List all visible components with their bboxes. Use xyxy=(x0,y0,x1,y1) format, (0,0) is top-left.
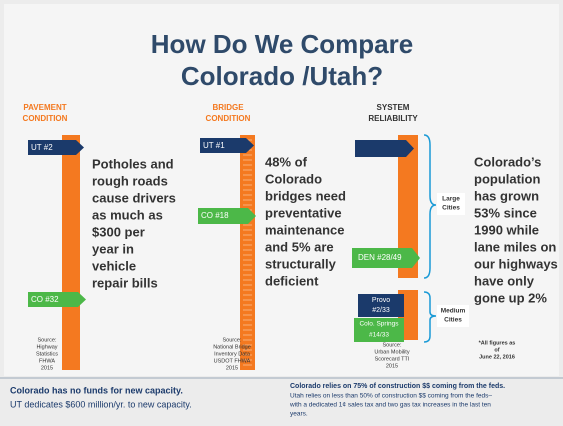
heading: BRIDGE xyxy=(212,103,244,112)
bracket xyxy=(423,134,437,279)
source: National Bridge xyxy=(213,344,251,350)
arrow xyxy=(198,208,256,224)
source: Statistics xyxy=(36,351,58,357)
marker-label: DEN #28/49 xyxy=(358,253,402,262)
body-text: have only xyxy=(474,273,535,288)
footer-text: Colorado relies on 75% of construction $… xyxy=(290,383,505,390)
bar xyxy=(398,135,418,278)
body-text: cause drivers xyxy=(92,190,176,205)
footer-text: Colorado has no funds for new capacity. xyxy=(10,385,183,395)
body-text: 48% of xyxy=(265,154,308,169)
heading: SYSTEM xyxy=(377,103,410,112)
body-text: deficient xyxy=(265,273,319,288)
body-text: year in xyxy=(92,241,134,256)
body-text: rough roads xyxy=(92,173,168,188)
source: USDOT FHWA xyxy=(214,358,251,364)
body-text: population xyxy=(474,171,540,186)
heading: CONDITION xyxy=(23,114,68,123)
note: *All figures as xyxy=(479,340,516,346)
source: Urban Mobility xyxy=(374,349,409,355)
source: 2015 xyxy=(41,365,53,371)
source: Source: xyxy=(223,337,242,343)
heading: CONDITION xyxy=(206,114,251,123)
body-text: repair bills xyxy=(92,275,158,290)
source: 2015 xyxy=(386,363,398,369)
marker-label: #2/33 xyxy=(372,307,390,314)
note: of xyxy=(494,347,499,353)
group-label: Cities xyxy=(442,205,460,212)
group-label: Large xyxy=(442,196,460,203)
heading: RELIABILITY xyxy=(368,114,418,123)
marker-box xyxy=(358,294,404,317)
group-label: Cities xyxy=(444,317,462,324)
source: Scorecard TTI xyxy=(375,356,410,362)
body-text: structurally xyxy=(265,256,337,271)
body-text: bridges need xyxy=(265,188,346,203)
body-text: Potholes and xyxy=(92,156,174,171)
group-box xyxy=(437,305,469,327)
title: How Do We Compare xyxy=(151,29,413,59)
body-text: has grown xyxy=(474,188,539,203)
body-text: Colorado’s xyxy=(474,154,541,169)
marker-box xyxy=(354,318,404,342)
group-label: Medium xyxy=(441,308,466,315)
bar xyxy=(62,135,80,370)
marker-label: Provo xyxy=(372,297,390,304)
source: Source: xyxy=(383,342,402,348)
marker-label: CO #32 xyxy=(31,295,59,304)
source: FHWA xyxy=(39,358,55,364)
footer-text: Utah relies on less than 50% of construc… xyxy=(290,393,492,400)
body-text: vehicle xyxy=(92,258,136,273)
marker-label: #14/33 xyxy=(369,332,389,339)
source: 2015 xyxy=(226,365,238,371)
source: Inventory Data xyxy=(214,351,251,357)
note: June 22, 2016 xyxy=(479,354,515,360)
marker-label: UT #2 xyxy=(31,143,53,152)
body-text: our highways xyxy=(474,256,558,271)
body-text: $300 per xyxy=(92,224,145,239)
footer-text: years. xyxy=(290,411,308,418)
footer-text: with a dedicated 1¢ sales tax and two ga… xyxy=(289,402,491,409)
body-text: gone up 2% xyxy=(474,290,547,305)
body-text: as much as xyxy=(92,207,163,222)
body-text: maintenance xyxy=(265,222,344,237)
arrow xyxy=(352,248,420,268)
body-text: 1990 while xyxy=(474,222,539,237)
arrow xyxy=(28,140,84,155)
arrow xyxy=(200,138,254,153)
body-text: Colorado xyxy=(265,171,322,186)
bar xyxy=(240,135,255,370)
footer-text: UT dedicates $600 million/yr. to new cap… xyxy=(10,399,192,409)
arrow xyxy=(28,292,86,307)
body-text: 53% since xyxy=(474,205,537,220)
title: Colorado /Utah? xyxy=(181,61,383,91)
body-text: preventative xyxy=(265,205,342,220)
bracket xyxy=(423,291,437,343)
heading: PAVEMENT xyxy=(23,103,66,112)
marker-label: CO #18 xyxy=(201,211,229,220)
arrow xyxy=(355,140,414,157)
marker-label: UT #1 xyxy=(203,141,225,150)
source: Highway xyxy=(36,344,57,350)
marker-label: Colo. Springs xyxy=(359,321,399,328)
body-text: lane miles on xyxy=(474,239,556,254)
source: Source: xyxy=(38,337,57,343)
group-box xyxy=(437,193,465,215)
body-text: and 5% are xyxy=(265,239,334,254)
